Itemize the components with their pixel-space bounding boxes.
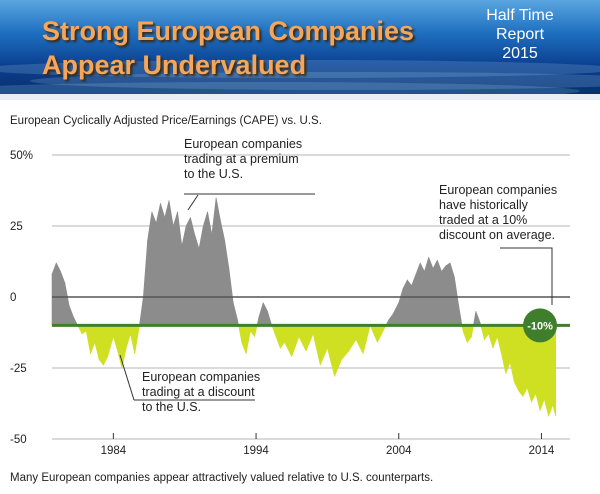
area-layer — [51, 197, 557, 417]
premium-area — [436, 259, 442, 326]
banner-wave — [0, 60, 600, 78]
discount-area — [98, 325, 104, 367]
premium-area — [432, 259, 438, 326]
chart-title: European Cyclically Adjusted Price/Earni… — [10, 115, 322, 127]
average-annotation-line: traded at a 10% — [439, 213, 527, 227]
discount-area — [514, 325, 519, 391]
premium-area — [172, 211, 178, 326]
premium-area — [51, 262, 57, 326]
x-tick-label: 2004 — [386, 445, 412, 457]
average-badge — [523, 308, 558, 343]
premium-area — [220, 220, 225, 326]
premium-annotation-line: to the U.S. — [184, 167, 243, 181]
y-tick-label: -50 — [10, 434, 27, 446]
discount-area — [552, 325, 557, 417]
banner-divider — [0, 94, 600, 100]
average-annotation-line: European companies — [439, 183, 557, 197]
discount-annotation-line: to the U.S. — [142, 400, 201, 414]
premium-area — [190, 217, 195, 326]
premium-area — [151, 211, 157, 326]
premium-area — [407, 279, 412, 326]
premium-area — [441, 264, 447, 326]
premium-area — [402, 279, 408, 326]
discount-pointer — [119, 354, 135, 401]
discount-area — [522, 325, 528, 397]
report-label: Half Time Report 2015 — [460, 6, 580, 63]
premium-area — [202, 211, 208, 326]
x-tick-label: 2014 — [529, 445, 555, 457]
premium-area — [415, 262, 421, 326]
average-badge-label: -10% — [527, 320, 553, 332]
report-label-line-1: Half Time Report — [486, 7, 554, 43]
y-tick-label: -25 — [10, 363, 27, 375]
premium-area — [419, 262, 425, 326]
premium-area — [160, 203, 166, 326]
premium-area — [164, 200, 170, 326]
reference-lines — [52, 296, 570, 327]
premium-area — [194, 234, 200, 326]
average-annotation-line: have historically — [439, 198, 529, 212]
premium-area — [215, 197, 221, 326]
chart-area: European Cyclically Adjusted Price/Earni… — [0, 100, 600, 494]
chart-footnote: Many European companies appear attractiv… — [10, 472, 433, 484]
y-tick-label: 50% — [10, 150, 33, 162]
premium-area — [185, 217, 191, 326]
ocean-banner: Strong European Companies Appear Underva… — [0, 0, 600, 94]
premium-area — [428, 257, 434, 326]
grid-layer — [52, 154, 570, 440]
x-tick-label: 1994 — [243, 445, 269, 457]
x-tick-label: 1984 — [101, 445, 127, 457]
slide-title-line-1: Strong European Companies — [42, 16, 415, 46]
discount-annotation-line: trading at a discount — [142, 385, 255, 399]
discount-area — [518, 325, 524, 398]
slide-title: Strong European Companies Appear Underva… — [42, 14, 414, 82]
average-pointer — [500, 247, 553, 305]
discount-annotation-line: European companies — [142, 370, 260, 384]
banner-wave — [30, 72, 600, 90]
premium-area — [445, 262, 451, 326]
banner-wave — [0, 82, 580, 94]
slide-title-line-2: Appear Undervalued — [42, 50, 307, 80]
premium-annotation-line: European companies — [184, 137, 302, 151]
average-annotation-line: discount on average. — [439, 228, 555, 242]
premium-annotation-line: trading at a premium — [184, 152, 299, 166]
y-tick-label: 0 — [10, 292, 16, 304]
premium-pointer — [187, 194, 199, 211]
axis-ticks: 50% 25 0 -25 -50 1984 1994 2004 2014 — [10, 150, 555, 457]
cape-chart: European Cyclically Adjusted Price/Earni… — [0, 100, 600, 494]
report-label-year: 2015 — [502, 45, 538, 62]
y-tick-label: 25 — [10, 221, 23, 233]
premium-area — [55, 262, 61, 326]
premium-area — [155, 203, 161, 326]
